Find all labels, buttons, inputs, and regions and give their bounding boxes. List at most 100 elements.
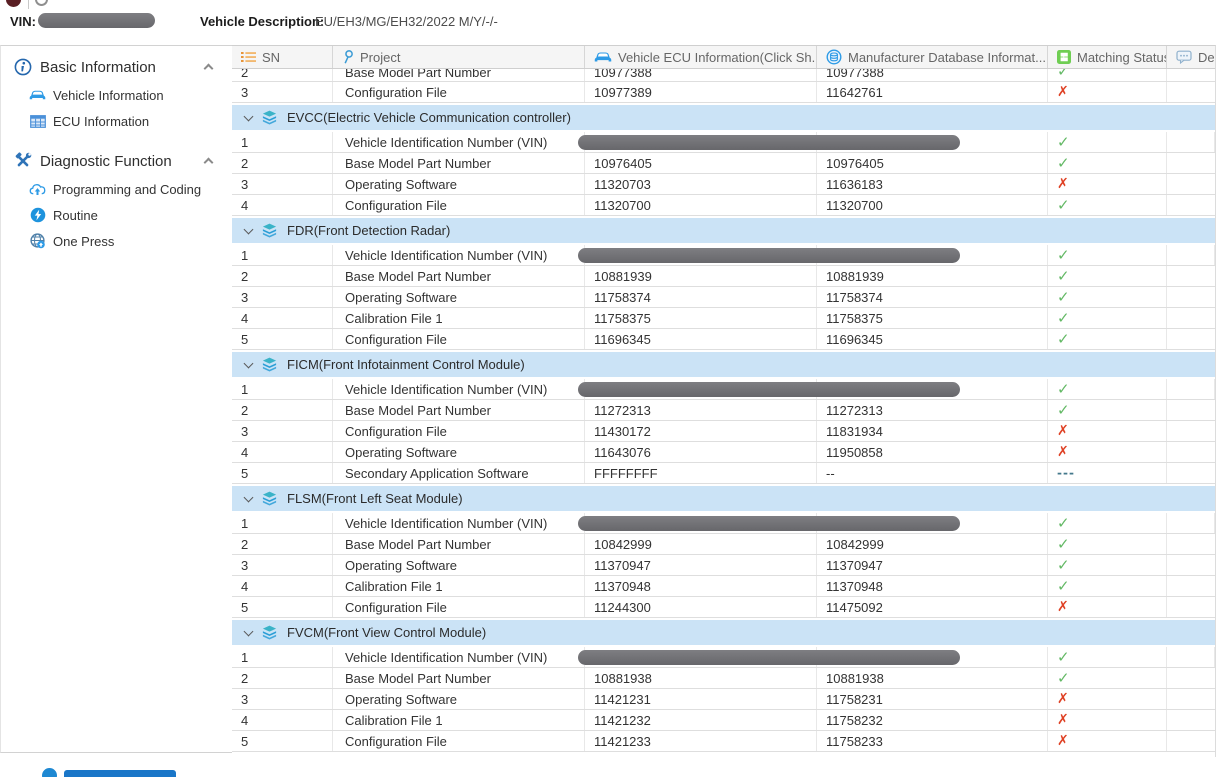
record-icon[interactable] (6, 0, 21, 7)
table-row[interactable]: 4 Calibration File 1 11758375 11758375 ✓ (232, 308, 1215, 329)
cell-desc (1167, 174, 1215, 194)
globe-icon (29, 233, 46, 250)
ecu-section-header[interactable]: FDR(Front Detection Radar) (232, 218, 1215, 243)
cell-project: Operating Software (333, 174, 585, 194)
sidebar-item-label: ECU Information (53, 113, 150, 129)
cell-project: Secondary Application Software (333, 463, 585, 483)
cell-project: Base Model Part Number (333, 534, 585, 554)
column-header-project[interactable]: Project (333, 46, 585, 68)
cell-project: Base Model Part Number (333, 668, 585, 688)
table-row[interactable]: 2 Base Model Part Number 10976405 109764… (232, 153, 1215, 174)
table-row[interactable]: 4 Calibration File 1 11370948 11370948 ✓ (232, 576, 1215, 597)
cell-ecu: 10977388 (585, 69, 817, 81)
cell-status: ✓ (1048, 153, 1167, 173)
status-icon: ✓ (1057, 267, 1070, 285)
layers-icon (261, 110, 278, 125)
settings-mini-icon[interactable] (35, 0, 48, 6)
column-header-desc[interactable]: Desc (1167, 46, 1215, 68)
sidebar-item-one-press[interactable]: One Press (1, 228, 232, 254)
ecu-section-header[interactable]: FVCM(Front View Control Module) (232, 620, 1215, 645)
status-icon: ✓ (1057, 196, 1070, 214)
cell-project: Base Model Part Number (333, 400, 585, 420)
sidebar-section-diagnostic-function: Diagnostic Function Programming and Codi… (1, 146, 232, 254)
table-row[interactable]: 5 Configuration File 11244300 11475092 ✗ (232, 597, 1215, 618)
table-row[interactable]: 3 Operating Software 11421231 11758231 ✗ (232, 689, 1215, 710)
chevron-down-icon[interactable] (243, 224, 254, 234)
layers-icon (261, 357, 278, 372)
sidebar-header-basic-information[interactable]: Basic Information (1, 52, 232, 82)
ecu-section-header[interactable]: EVCC(Electric Vehicle Communication cont… (232, 105, 1215, 130)
column-header-vehicle-ecu-information[interactable]: Vehicle ECU Information(Click Sh... (585, 46, 817, 68)
cell-status: ✓ (1048, 647, 1167, 667)
cloud-database-icon (826, 49, 842, 65)
cell-db: 11272313 (817, 400, 1048, 420)
sidebar-header-diagnostic-function[interactable]: Diagnostic Function (1, 146, 232, 176)
chevron-down-icon[interactable] (243, 626, 254, 636)
table-row[interactable]: 4 Operating Software 11643076 11950858 ✗ (232, 442, 1215, 463)
cell-db: 10976405 (817, 153, 1048, 173)
cell-sn: 2 (232, 266, 333, 286)
table-row[interactable]: 3 Operating Software 11758374 11758374 ✓ (232, 287, 1215, 308)
column-header-manufacturer-database-information[interactable]: Manufacturer Database Informat... (817, 46, 1048, 68)
sidebar-item-routine[interactable]: Routine (1, 202, 232, 228)
table-row[interactable]: 1 Vehicle Identification Number (VIN) ✓ (232, 132, 1215, 153)
table-row[interactable]: 2 Base Model Part Number 10842999 108429… (232, 534, 1215, 555)
table-row[interactable]: 1 Vehicle Identification Number (VIN) ✓ (232, 379, 1215, 400)
cell-desc (1167, 463, 1215, 483)
cell-desc (1167, 421, 1215, 441)
column-header-label: Project (360, 49, 401, 65)
table-row[interactable]: 1 Vehicle Identification Number (VIN) ✓ (232, 513, 1215, 534)
table-row[interactable]: 3 Configuration File 11430172 11831934 ✗ (232, 421, 1215, 442)
cell-ecu: 11758374 (585, 287, 817, 307)
table-row[interactable]: 4 Calibration File 1 11421232 11758232 ✗ (232, 710, 1215, 731)
table-row[interactable]: 1 Vehicle Identification Number (VIN) ✓ (232, 647, 1215, 668)
chevron-down-icon[interactable] (243, 358, 254, 368)
chevron-up-icon[interactable] (203, 63, 214, 74)
table-row[interactable]: 4 Configuration File 11320700 11320700 ✓ (232, 195, 1215, 216)
table-row[interactable]: 1 Vehicle Identification Number (VIN) ✓ (232, 245, 1215, 266)
chevron-up-icon[interactable] (203, 157, 214, 168)
cell-ecu: 10976405 (585, 153, 817, 173)
table-row[interactable]: 3 Operating Software 11370947 11370947 ✓ (232, 555, 1215, 576)
table-row[interactable]: 5 Configuration File 11696345 11696345 ✓ (232, 329, 1215, 350)
cell-sn: 3 (232, 287, 333, 307)
cell-ecu: 11370948 (585, 576, 817, 596)
sidebar-item-vehicle-information[interactable]: Vehicle Information (1, 82, 232, 108)
cell-desc (1167, 400, 1215, 420)
chevron-down-icon[interactable] (243, 111, 254, 121)
cell-status: ✓ (1048, 576, 1167, 596)
column-header-label: Matching Status (1077, 49, 1167, 65)
table-row[interactable]: 2 Base Model Part Number 11272313 112723… (232, 400, 1215, 421)
cell-status: ✓ (1048, 69, 1167, 81)
cell-db: 11831934 (817, 421, 1048, 441)
ecu-section-header[interactable]: FICM(Front Infotainment Control Module) (232, 352, 1215, 377)
table-row[interactable]: 2 Base Model Part Number 10881938 108819… (232, 668, 1215, 689)
cell-project: Operating Software (333, 287, 585, 307)
redacted-vin-value (38, 13, 155, 28)
column-header-sn[interactable]: SN (232, 46, 333, 68)
sidebar-item-programming-and-coding[interactable]: Programming and Coding (1, 176, 232, 202)
table-row[interactable]: 3 Operating Software 11320703 11636183 ✗ (232, 174, 1215, 195)
column-header-matching-status[interactable]: Matching Status (1048, 46, 1167, 68)
cell-desc (1167, 442, 1215, 462)
status-icon: ✓ (1057, 401, 1070, 419)
cell-sn: 3 (232, 174, 333, 194)
cell-desc (1167, 555, 1215, 575)
status-icon: ✓ (1057, 380, 1070, 398)
status-icon: ✓ (1057, 288, 1070, 306)
table-row[interactable]: 5 Secondary Application Software FFFFFFF… (232, 463, 1215, 484)
column-header-label: Vehicle ECU Information(Click Sh... (618, 49, 817, 65)
table-row[interactable]: 5 Configuration File 11421233 11758233 ✗ (232, 731, 1215, 752)
cell-desc (1167, 69, 1215, 81)
status-icon: ✗ (1057, 176, 1069, 192)
cell-ecu: 11421233 (585, 731, 817, 751)
table-row[interactable]: 2 Base Model Part Number 10977388 109773… (232, 69, 1215, 82)
partial-bottom-nav-item[interactable] (0, 766, 233, 777)
table-row[interactable]: 2 Base Model Part Number 10881939 108819… (232, 266, 1215, 287)
cell-project: Configuration File (333, 329, 585, 349)
cell-status: ✓ (1048, 245, 1167, 265)
table-row[interactable]: 3 Configuration File 10977389 11642761 ✗ (232, 82, 1215, 103)
ecu-section-header[interactable]: FLSM(Front Left Seat Module) (232, 486, 1215, 511)
sidebar-item-ecu-information[interactable]: ECU Information (1, 108, 232, 134)
chevron-down-icon[interactable] (243, 492, 254, 502)
